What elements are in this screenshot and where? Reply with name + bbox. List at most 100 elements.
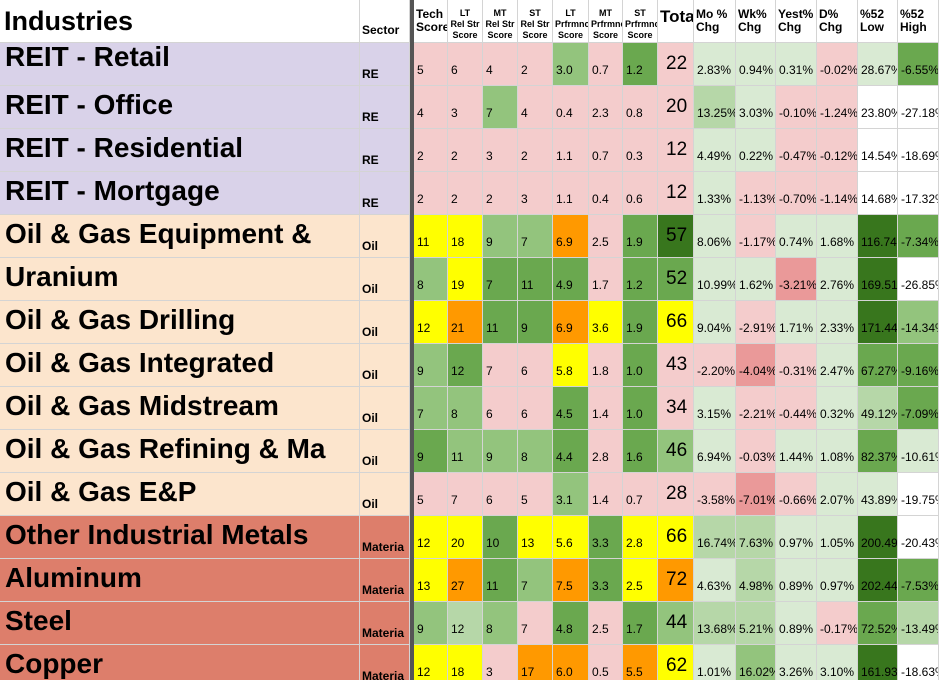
sector-cell[interactable]: Oil [360, 387, 410, 430]
header-lt-prfrmnc-score[interactable]: LT Prfrmnc Score [553, 0, 589, 43]
total-score[interactable]: 12 [658, 172, 694, 215]
tech-score[interactable]: 2 [414, 172, 448, 215]
d-chg[interactable]: -1.14% [817, 172, 858, 215]
st-rel-str-score[interactable]: 9 [518, 301, 553, 344]
industry-name[interactable]: Oil & Gas E&P [0, 473, 360, 516]
mt-prfrmnc-score[interactable]: 0.7 [589, 43, 623, 86]
mt-prfrmnc-score[interactable]: 0.5 [589, 645, 623, 680]
header-mt-prfrmnc-score[interactable]: MT Prfrmnc Score [589, 0, 623, 43]
wk-chg[interactable]: 5.21% [736, 602, 776, 645]
industry-name[interactable]: REIT - Mortgage [0, 172, 360, 215]
lt-rel-str-score[interactable]: 20 [448, 516, 483, 559]
tech-score[interactable]: 5 [414, 43, 448, 86]
yest-chg[interactable]: 0.89% [776, 602, 817, 645]
mt-rel-str-score[interactable]: 4 [483, 43, 518, 86]
total-score[interactable]: 62 [658, 645, 694, 680]
wk-chg[interactable]: -2.91% [736, 301, 776, 344]
sector-cell[interactable]: Oil [360, 215, 410, 258]
industry-name[interactable]: Oil & Gas Drilling [0, 301, 360, 344]
tech-score[interactable]: 12 [414, 301, 448, 344]
industry-name[interactable]: Other Industrial Metals [0, 516, 360, 559]
st-prfrmnc-score[interactable]: 2.8 [623, 516, 658, 559]
mo-chg[interactable]: 2.83% [694, 43, 736, 86]
wk-chg[interactable]: 16.02% [736, 645, 776, 680]
mt-rel-str-score[interactable]: 7 [483, 258, 518, 301]
st-rel-str-score[interactable]: 2 [518, 43, 553, 86]
d-chg[interactable]: 0.32% [817, 387, 858, 430]
tech-score[interactable]: 7 [414, 387, 448, 430]
pct-52-low[interactable]: 23.80% [858, 86, 898, 129]
yest-chg[interactable]: -0.44% [776, 387, 817, 430]
yest-chg[interactable]: 1.71% [776, 301, 817, 344]
mt-prfrmnc-score[interactable]: 2.5 [589, 215, 623, 258]
pct-52-low[interactable]: 202.44% [858, 559, 898, 602]
mt-rel-str-score[interactable]: 2 [483, 172, 518, 215]
sector-cell[interactable]: RE [360, 43, 410, 86]
st-rel-str-score[interactable]: 7 [518, 559, 553, 602]
mo-chg[interactable]: 13.68% [694, 602, 736, 645]
lt-prfrmnc-score[interactable]: 5.8 [553, 344, 589, 387]
pct-52-high[interactable]: -20.43% [898, 516, 939, 559]
total-score[interactable]: 12 [658, 129, 694, 172]
lt-prfrmnc-score[interactable]: 6.9 [553, 215, 589, 258]
st-prfrmnc-score[interactable]: 0.3 [623, 129, 658, 172]
lt-rel-str-score[interactable]: 8 [448, 387, 483, 430]
yest-chg[interactable]: -0.31% [776, 344, 817, 387]
st-prfrmnc-score[interactable]: 5.5 [623, 645, 658, 680]
d-chg[interactable]: 1.08% [817, 430, 858, 473]
st-rel-str-score[interactable]: 11 [518, 258, 553, 301]
mo-chg[interactable]: 9.04% [694, 301, 736, 344]
pct-52-low[interactable]: 72.52% [858, 602, 898, 645]
pct-52-high[interactable]: -18.69% [898, 129, 939, 172]
yest-chg[interactable]: -0.66% [776, 473, 817, 516]
industry-name[interactable]: REIT - Residential [0, 129, 360, 172]
mo-chg[interactable]: 4.63% [694, 559, 736, 602]
header-mo-chg[interactable]: Mo % Chg [694, 0, 736, 43]
total-score[interactable]: 20 [658, 86, 694, 129]
header-industries[interactable]: Industries [0, 0, 360, 43]
header-total[interactable]: Tota [658, 0, 694, 43]
sector-cell[interactable]: Materia [360, 516, 410, 559]
st-prfrmnc-score[interactable]: 1.2 [623, 43, 658, 86]
lt-rel-str-score[interactable]: 6 [448, 43, 483, 86]
total-score[interactable]: 66 [658, 516, 694, 559]
yest-chg[interactable]: 0.89% [776, 559, 817, 602]
pct-52-high[interactable]: -19.75% [898, 473, 939, 516]
pct-52-low[interactable]: 82.37% [858, 430, 898, 473]
st-prfrmnc-score[interactable]: 1.0 [623, 344, 658, 387]
st-prfrmnc-score[interactable]: 0.8 [623, 86, 658, 129]
tech-score[interactable]: 8 [414, 258, 448, 301]
wk-chg[interactable]: 7.63% [736, 516, 776, 559]
pct-52-high[interactable]: -10.61% [898, 430, 939, 473]
yest-chg[interactable]: 1.44% [776, 430, 817, 473]
lt-rel-str-score[interactable]: 12 [448, 344, 483, 387]
pct-52-high[interactable]: -17.32% [898, 172, 939, 215]
lt-prfrmnc-score[interactable]: 3.1 [553, 473, 589, 516]
mo-chg[interactable]: 1.33% [694, 172, 736, 215]
d-chg[interactable]: 0.97% [817, 559, 858, 602]
lt-rel-str-score[interactable]: 27 [448, 559, 483, 602]
lt-rel-str-score[interactable]: 2 [448, 129, 483, 172]
mt-prfrmnc-score[interactable]: 1.4 [589, 387, 623, 430]
mo-chg[interactable]: 6.94% [694, 430, 736, 473]
d-chg[interactable]: -1.24% [817, 86, 858, 129]
lt-prfrmnc-score[interactable]: 4.5 [553, 387, 589, 430]
wk-chg[interactable]: -0.03% [736, 430, 776, 473]
mt-rel-str-score[interactable]: 9 [483, 430, 518, 473]
header-lt-rel-str-score[interactable]: LT Rel Str Score [448, 0, 483, 43]
tech-score[interactable]: 9 [414, 344, 448, 387]
pct-52-low[interactable]: 49.12% [858, 387, 898, 430]
pct-52-low[interactable]: 161.93% [858, 645, 898, 680]
mt-rel-str-score[interactable]: 9 [483, 215, 518, 258]
lt-prfrmnc-score[interactable]: 4.8 [553, 602, 589, 645]
mt-prfrmnc-score[interactable]: 0.7 [589, 129, 623, 172]
pct-52-high[interactable]: -26.85% [898, 258, 939, 301]
mt-rel-str-score[interactable]: 3 [483, 129, 518, 172]
lt-prfrmnc-score[interactable]: 6.0 [553, 645, 589, 680]
header-d-chg[interactable]: D% Chg [817, 0, 858, 43]
mt-rel-str-score[interactable]: 6 [483, 387, 518, 430]
tech-score[interactable]: 9 [414, 602, 448, 645]
sector-cell[interactable]: RE [360, 129, 410, 172]
mo-chg[interactable]: 16.74% [694, 516, 736, 559]
